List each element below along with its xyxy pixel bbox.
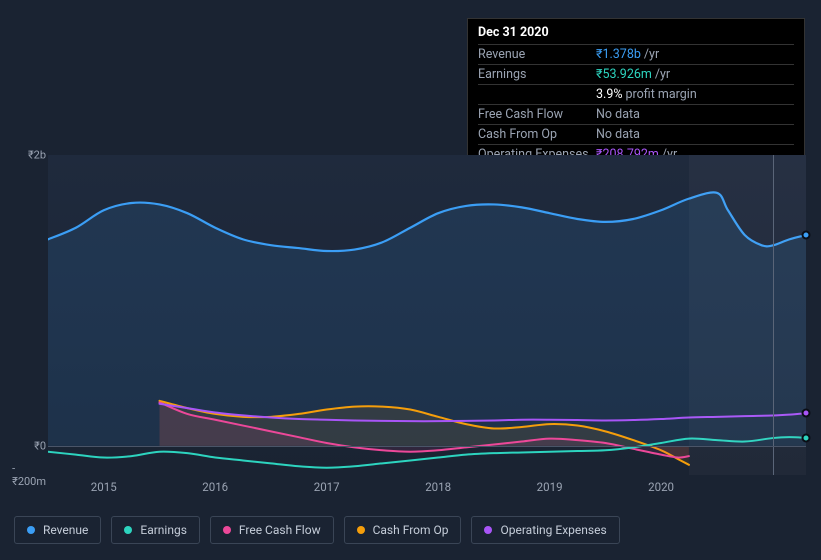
tooltip-row: Earnings₹53.926m/yr	[478, 64, 794, 84]
zero-baseline	[48, 446, 806, 447]
tooltip-rows: Revenue₹1.378b/yrEarnings₹53.926m/yr3.9%…	[478, 44, 794, 164]
tooltip-row: Free Cash FlowNo data	[478, 104, 794, 124]
x-tick-label: 2020	[648, 480, 674, 494]
earnings-end-marker	[802, 433, 811, 442]
tooltip-row-label	[478, 87, 596, 102]
crosshair	[773, 155, 774, 475]
x-tick-label: 2015	[91, 480, 117, 494]
tooltip-row-value: 3.9%profit margin	[596, 87, 697, 102]
y-axis: ₹2b₹0-₹200m	[14, 155, 48, 475]
legend-item-cash_from_op[interactable]: Cash From Op	[344, 516, 462, 544]
legend-label: Revenue	[43, 523, 88, 537]
financials-chart[interactable]: ₹2b₹0-₹200m 2015 2016 2017 2018 2019 2020	[14, 155, 806, 510]
x-tick-label: 2018	[425, 480, 451, 494]
legend-label: Free Cash Flow	[239, 523, 321, 537]
y-tick-label: ₹2b	[28, 149, 46, 162]
tooltip-row-value: ₹1.378b/yr	[596, 47, 659, 62]
chart-tooltip: Dec 31 2020 Revenue₹1.378b/yrEarnings₹53…	[467, 18, 805, 171]
tooltip-row-label: Revenue	[478, 47, 596, 62]
legend-label: Earnings	[140, 523, 187, 537]
legend: Revenue Earnings Free Cash Flow Cash From O…	[14, 516, 620, 544]
x-tick-label: 2016	[202, 480, 228, 494]
legend-label: Cash From Op	[373, 523, 449, 537]
tooltip-row: Cash From OpNo data	[478, 124, 794, 144]
x-tick-label: 2019	[537, 480, 563, 494]
legend-dot-icon	[223, 526, 231, 534]
legend-item-free_cash_flow[interactable]: Free Cash Flow	[210, 516, 334, 544]
legend-item-revenue[interactable]: Revenue	[14, 516, 101, 544]
y-tick-label: ₹0	[34, 439, 46, 452]
legend-item-operating_expenses[interactable]: Operating Expenses	[471, 516, 619, 544]
legend-dot-icon	[124, 526, 132, 534]
operating_expenses-end-marker	[802, 409, 811, 418]
legend-dot-icon	[27, 526, 35, 534]
tooltip-title: Dec 31 2020	[478, 25, 794, 44]
legend-item-earnings[interactable]: Earnings	[111, 516, 200, 544]
tooltip-row-value: No data	[596, 107, 640, 122]
tooltip-row-label: Earnings	[478, 67, 596, 82]
plot-area[interactable]	[48, 155, 806, 475]
legend-dot-icon	[357, 526, 365, 534]
tooltip-row-value: No data	[596, 127, 640, 142]
tooltip-row: Revenue₹1.378b/yr	[478, 44, 794, 64]
legend-dot-icon	[484, 526, 492, 534]
legend-label: Operating Expenses	[500, 523, 606, 537]
x-tick-label: 2017	[314, 480, 340, 494]
tooltip-row: 3.9%profit margin	[478, 84, 794, 104]
highlight-band	[689, 155, 806, 475]
x-axis: 2015 2016 2017 2018 2019 2020	[48, 480, 806, 500]
y-tick-label: -₹200m	[12, 462, 46, 488]
tooltip-row-label: Free Cash Flow	[478, 107, 596, 122]
tooltip-row-label: Cash From Op	[478, 127, 596, 142]
revenue-end-marker	[802, 231, 811, 240]
tooltip-row-value: ₹53.926m/yr	[596, 67, 670, 82]
